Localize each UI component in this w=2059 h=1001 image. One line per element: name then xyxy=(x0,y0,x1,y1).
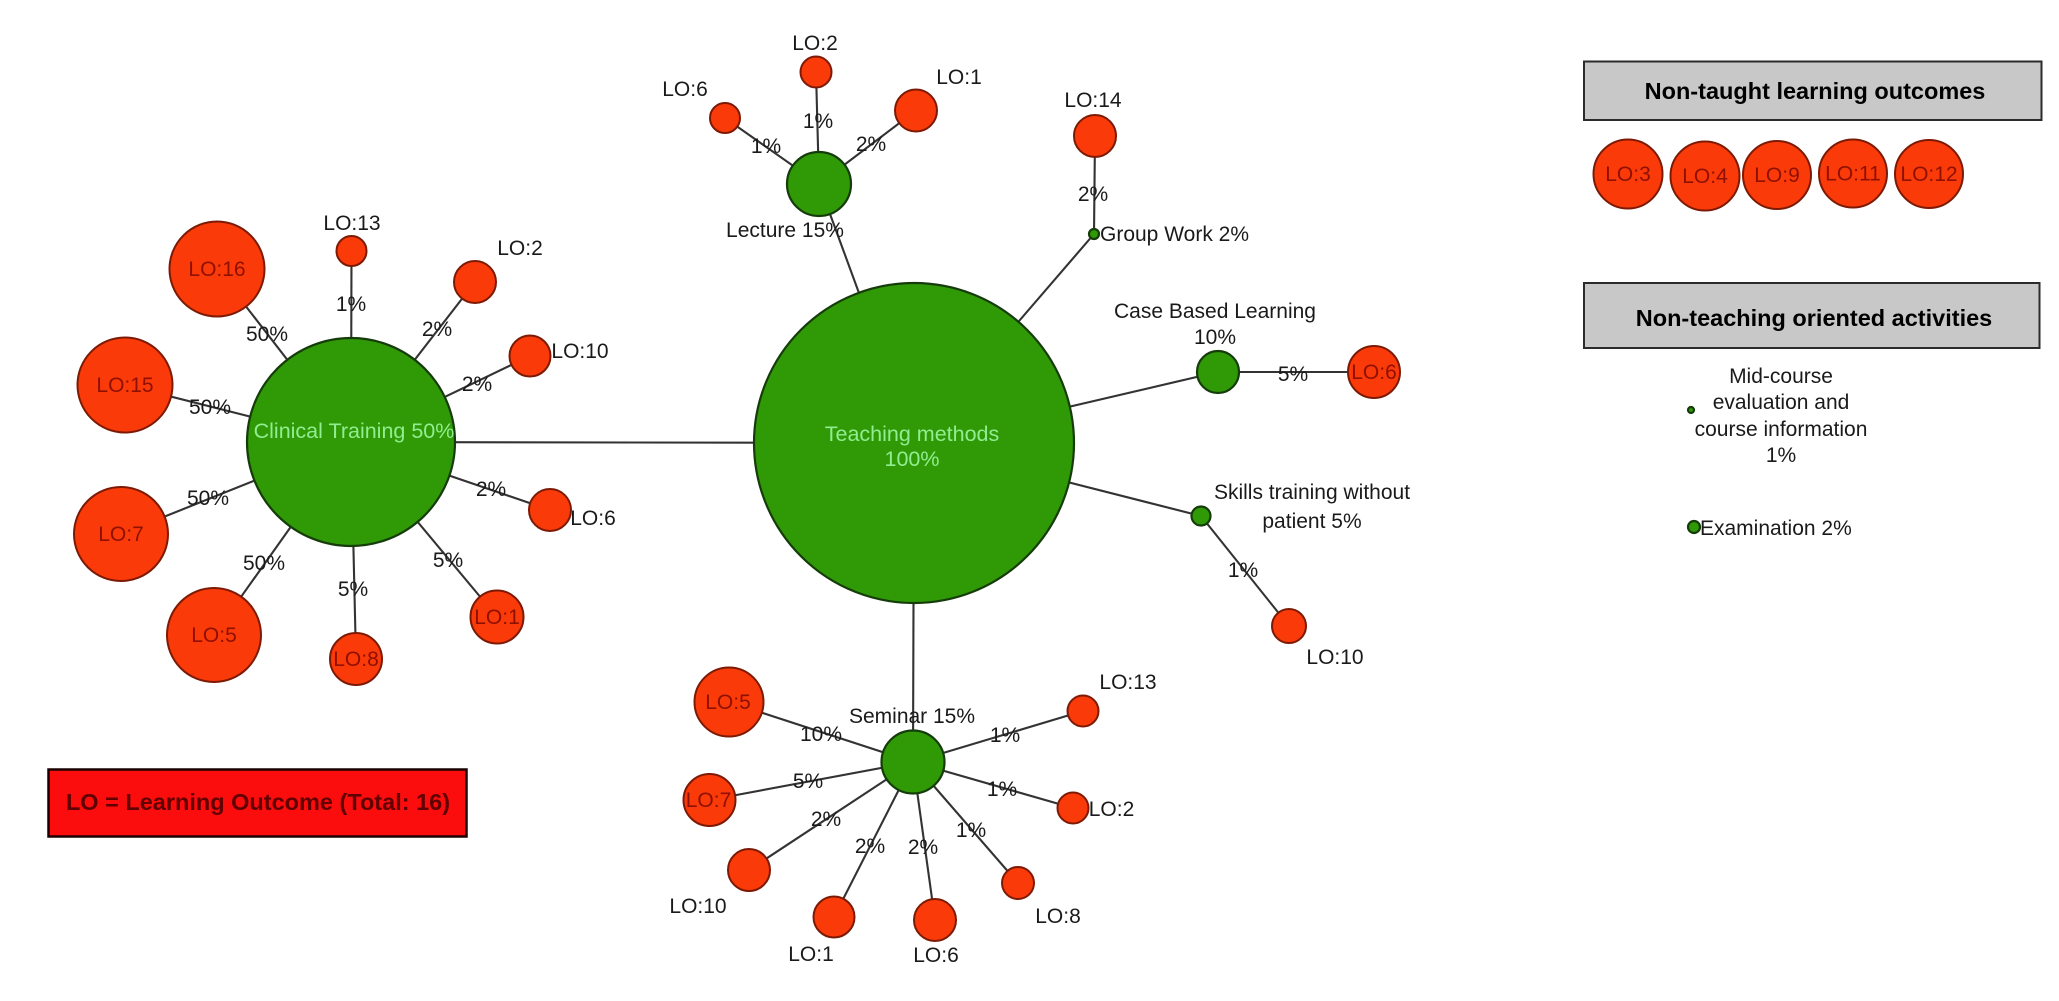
svg-text:100%: 100% xyxy=(885,447,940,471)
svg-text:LO:11: LO:11 xyxy=(1825,163,1881,186)
svg-text:LO:10: LO:10 xyxy=(669,895,726,918)
svg-text:LO:1: LO:1 xyxy=(936,66,982,89)
svg-text:2%: 2% xyxy=(908,836,938,859)
svg-text:LO:7: LO:7 xyxy=(98,523,144,546)
svg-text:Lecture 15%: Lecture 15% xyxy=(726,219,844,242)
svg-text:LO:3: LO:3 xyxy=(1605,163,1651,186)
svg-text:Mid-course: Mid-course xyxy=(1729,365,1833,388)
svg-text:Clinical Training 50%: Clinical Training 50% xyxy=(254,419,455,443)
svg-text:LO:10: LO:10 xyxy=(551,340,608,363)
svg-text:LO:5: LO:5 xyxy=(191,624,237,647)
svg-text:50%: 50% xyxy=(243,552,285,575)
svg-text:2%: 2% xyxy=(476,478,506,501)
svg-text:Seminar 15%: Seminar 15% xyxy=(849,705,975,728)
svg-text:LO:1: LO:1 xyxy=(474,606,520,629)
svg-text:Non-teaching oriented activiti: Non-teaching oriented activities xyxy=(1636,305,1992,331)
svg-text:LO = Learning Outcome (Total:: LO = Learning Outcome (Total: 16) xyxy=(66,789,450,815)
svg-text:LO:2: LO:2 xyxy=(1089,798,1135,821)
svg-text:patient 5%: patient 5% xyxy=(1262,510,1361,533)
svg-text:10%: 10% xyxy=(800,723,842,746)
svg-text:1%: 1% xyxy=(987,778,1017,801)
svg-text:2%: 2% xyxy=(855,835,885,858)
svg-text:2%: 2% xyxy=(1078,183,1108,206)
svg-text:LO:14: LO:14 xyxy=(1064,89,1122,112)
svg-text:LO:15: LO:15 xyxy=(96,374,153,397)
svg-text:LO:12: LO:12 xyxy=(1900,163,1957,186)
svg-text:LO:7: LO:7 xyxy=(686,789,732,812)
svg-text:1%: 1% xyxy=(956,819,986,842)
svg-text:evaluation and: evaluation and xyxy=(1713,391,1850,414)
svg-text:LO:6: LO:6 xyxy=(662,78,708,101)
svg-text:2%: 2% xyxy=(422,318,452,341)
svg-text:1%: 1% xyxy=(803,110,833,133)
svg-text:LO:4: LO:4 xyxy=(1682,165,1728,188)
svg-text:LO:1: LO:1 xyxy=(788,943,834,966)
svg-text:Examination 2%: Examination 2% xyxy=(1700,517,1852,540)
svg-text:5%: 5% xyxy=(338,578,368,601)
svg-text:LO:13: LO:13 xyxy=(323,212,380,235)
svg-text:2%: 2% xyxy=(856,133,886,156)
svg-text:5%: 5% xyxy=(433,549,463,572)
svg-text:2%: 2% xyxy=(811,808,841,831)
svg-text:Group Work 2%: Group Work 2% xyxy=(1100,223,1249,246)
svg-text:2%: 2% xyxy=(462,373,492,396)
svg-text:LO:9: LO:9 xyxy=(1754,164,1800,187)
svg-text:LO:13: LO:13 xyxy=(1099,671,1156,694)
svg-text:5%: 5% xyxy=(1278,363,1308,386)
svg-text:LO:5: LO:5 xyxy=(705,691,751,714)
svg-text:LO:2: LO:2 xyxy=(792,32,838,55)
svg-text:course information: course information xyxy=(1695,418,1868,441)
svg-text:Teaching methods: Teaching methods xyxy=(825,422,1000,446)
svg-text:50%: 50% xyxy=(189,396,231,419)
svg-text:1%: 1% xyxy=(990,724,1020,747)
svg-text:LO:6: LO:6 xyxy=(1351,361,1397,384)
svg-text:1%: 1% xyxy=(1228,559,1258,582)
svg-text:Case Based Learning: Case Based Learning xyxy=(1114,300,1316,323)
svg-text:Non-taught learning outcomes: Non-taught learning outcomes xyxy=(1645,78,1986,104)
svg-text:10%: 10% xyxy=(1194,326,1236,349)
svg-text:1%: 1% xyxy=(336,293,366,316)
svg-text:5%: 5% xyxy=(793,770,823,793)
svg-text:Skills training without: Skills training without xyxy=(1214,481,1410,504)
svg-text:LO:16: LO:16 xyxy=(188,258,245,281)
svg-text:LO:10: LO:10 xyxy=(1306,646,1363,669)
svg-text:LO:6: LO:6 xyxy=(570,507,616,530)
svg-text:LO:2: LO:2 xyxy=(497,237,543,260)
svg-text:LO:6: LO:6 xyxy=(913,944,959,967)
svg-text:LO:8: LO:8 xyxy=(1035,905,1081,928)
svg-text:50%: 50% xyxy=(187,487,229,510)
svg-text:50%: 50% xyxy=(246,323,288,346)
svg-text:LO:8: LO:8 xyxy=(333,648,379,671)
svg-text:1%: 1% xyxy=(751,135,781,158)
svg-text:1%: 1% xyxy=(1766,444,1796,467)
